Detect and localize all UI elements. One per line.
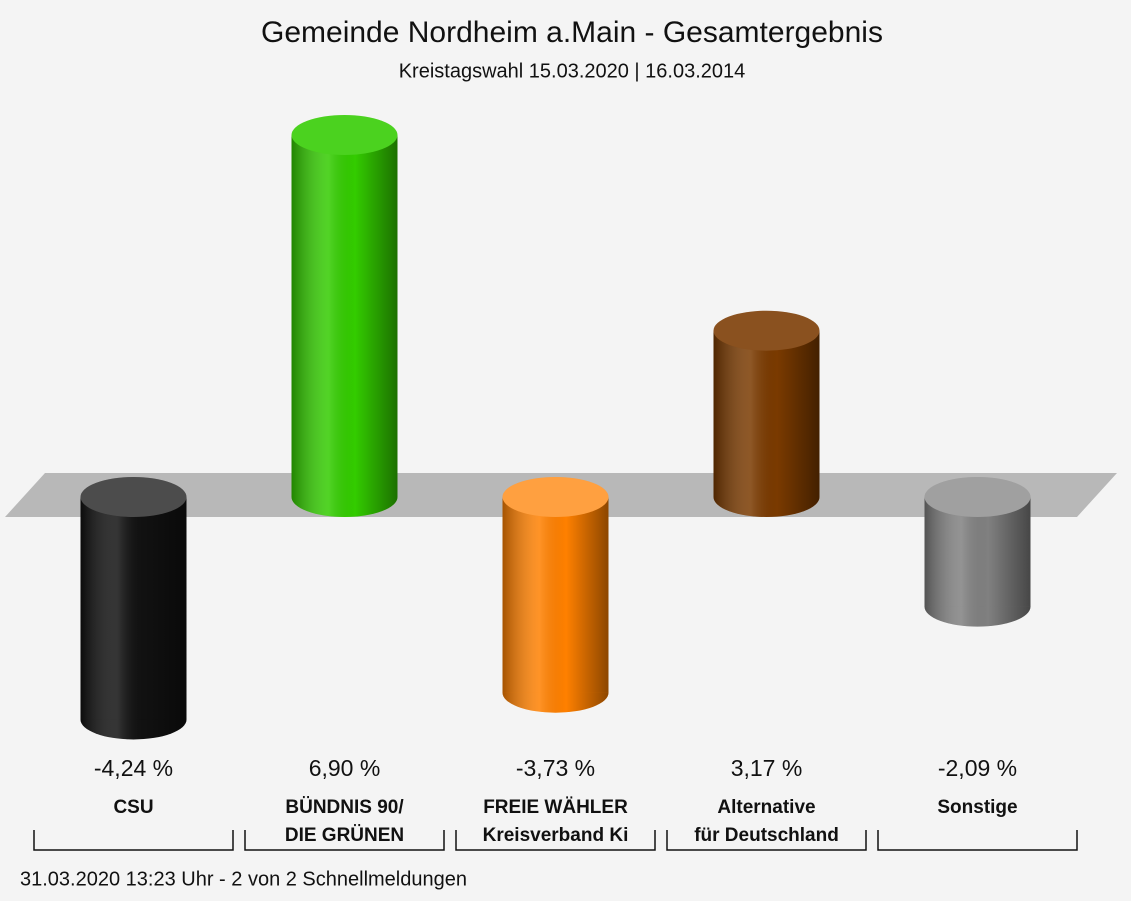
category-bracket bbox=[33, 830, 234, 851]
bar-top bbox=[291, 115, 398, 155]
bar-top-shade bbox=[713, 310, 820, 351]
bar-top bbox=[713, 310, 820, 351]
value-label: -3,73 % bbox=[516, 755, 595, 781]
category-label: Alternative bbox=[717, 797, 815, 818]
category-label: für Deutschland bbox=[694, 825, 839, 846]
bar-top bbox=[502, 477, 609, 517]
bar-top bbox=[924, 477, 1031, 517]
category-bracket bbox=[666, 830, 867, 851]
bar-top-shade bbox=[502, 477, 609, 517]
value-label: -2,09 % bbox=[938, 755, 1017, 781]
chart-subtitle: Kreistagswahl 15.03.2020 | 16.03.2014 bbox=[399, 60, 746, 82]
bar-top-shade bbox=[291, 115, 398, 155]
bar-top bbox=[80, 477, 187, 517]
category-label: Kreisverband Ki bbox=[483, 825, 629, 846]
category-label: CSU bbox=[113, 797, 153, 818]
category-bracket bbox=[244, 830, 445, 851]
value-label: -4,24 % bbox=[94, 755, 173, 781]
bar-top-shade bbox=[924, 477, 1031, 517]
category-label: Sonstige bbox=[937, 797, 1017, 818]
bar-top-shade bbox=[80, 477, 187, 517]
category-label: FREIE WÄHLER bbox=[483, 797, 628, 818]
bar-shade bbox=[80, 497, 187, 720]
value-label: 3,17 % bbox=[731, 755, 803, 781]
category-bracket bbox=[455, 830, 656, 851]
footer: 31.03.2020 13:23 Uhr - 2 von 2 Schnellme… bbox=[20, 868, 467, 890]
bar-shade bbox=[713, 330, 820, 497]
chart-title: Gemeinde Nordheim a.Main - Gesamtergebni… bbox=[261, 16, 883, 49]
category-bracket bbox=[877, 830, 1078, 851]
value-label: 6,90 % bbox=[309, 755, 381, 781]
bar-shade bbox=[291, 135, 398, 497]
bar-shade bbox=[502, 497, 609, 693]
category-label: DIE GRÜNEN bbox=[285, 825, 404, 846]
category-label: BÜNDNIS 90/ bbox=[285, 797, 404, 818]
